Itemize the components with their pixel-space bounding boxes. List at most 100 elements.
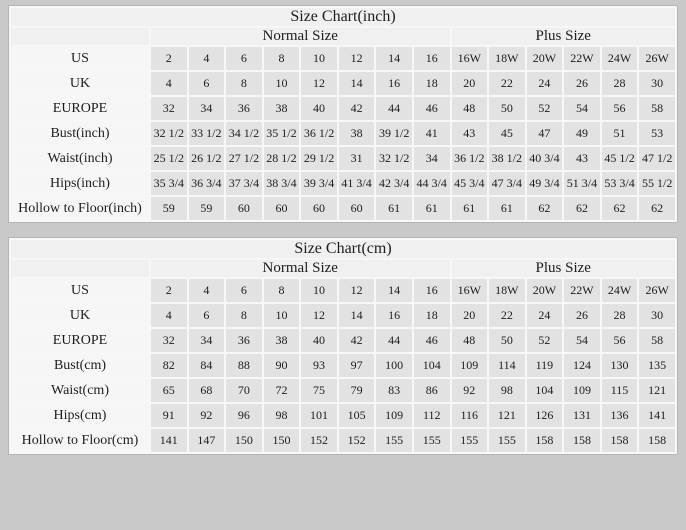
size-value-cell: 155 <box>487 427 527 454</box>
size-value-cell: 58 <box>637 327 677 354</box>
table-title: Size Chart(cm) <box>9 238 677 260</box>
table-row: Hips(cm) 91 92 96 98 101 105 109 112 116 121 126 131… <box>9 402 677 429</box>
size-value-cell: 152 <box>336 427 377 454</box>
size-value-cell: 98 <box>261 402 302 429</box>
size-value-cell: 18W <box>487 45 527 72</box>
row-label: UK <box>9 302 151 329</box>
size-value-cell: 8 <box>224 302 264 329</box>
size-value-cell: 158 <box>562 427 602 454</box>
size-value-cell: 114 <box>487 352 527 379</box>
size-value-cell: 91 <box>149 402 189 429</box>
size-value-cell: 12 <box>299 70 339 97</box>
size-value-cell: 28 <box>599 302 640 329</box>
size-value-cell: 121 <box>487 402 527 429</box>
size-value-cell: 150 <box>224 427 264 454</box>
size-value-cell: 100 <box>374 352 414 379</box>
size-value-cell: 42 <box>336 95 377 122</box>
size-value-cell: 61 <box>411 195 452 222</box>
size-value-cell: 62 <box>599 195 640 222</box>
size-value-cell: 53 <box>637 120 677 147</box>
size-value-cell: 14 <box>336 302 377 329</box>
table-row: Hips(inch) 35 3/4 36 3/4 37 3/4 38 3/4 39 3/4… <box>9 170 677 197</box>
size-value-cell: 22W <box>562 277 602 304</box>
size-value-cell: 26 <box>562 70 602 97</box>
size-value-cell: 90 <box>261 352 302 379</box>
size-value-cell: 34 1/2 <box>224 120 264 147</box>
size-value-cell: 43 <box>562 145 602 172</box>
size-value-cell: 109 <box>449 352 490 379</box>
size-value-cell: 51 3/4 <box>562 170 602 197</box>
size-value-cell: 4 <box>149 70 189 97</box>
size-value-cell: 35 1/2 <box>261 120 302 147</box>
size-value-cell: 131 <box>562 402 602 429</box>
size-value-cell: 20 <box>449 70 490 97</box>
table-row: Bust(inch) 32 1/2 33 1/2 34 1/2 35 1/2 36 1/2… <box>9 120 677 147</box>
size-value-cell: 10 <box>299 277 339 304</box>
table-row: US 2 4 6 8 10 12 14 16 16W 18W 20W 22W 24W 26W <box>9 45 677 72</box>
corner-cell <box>9 258 151 279</box>
size-value-cell: 32 1/2 <box>149 120 189 147</box>
size-value-cell: 59 <box>149 195 189 222</box>
size-value-cell: 10 <box>261 70 302 97</box>
size-chart-inch-table: Size Chart(inch) Normal Size Plus Size US 2 4… <box>8 5 678 223</box>
size-value-cell: 33 1/2 <box>186 120 227 147</box>
size-value-cell: 12 <box>336 277 377 304</box>
size-value-cell: 12 <box>336 45 377 72</box>
size-value-cell: 104 <box>411 352 452 379</box>
size-value-cell: 59 <box>186 195 227 222</box>
size-value-cell: 98 <box>487 377 527 404</box>
size-value-cell: 32 <box>149 327 189 354</box>
size-value-cell: 105 <box>336 402 377 429</box>
size-value-cell: 115 <box>599 377 640 404</box>
table-row: UK 4 6 8 10 12 14 16 18 20 22 24 26 28 30 <box>9 302 677 329</box>
table-row: Hollow to Floor(inch) 59 59 60 60 60 60 61 61 61 6… <box>9 195 677 222</box>
size-chart-cm: Size Chart(cm) Normal Size Plus Size US 2 4 6 8… <box>9 238 677 454</box>
table-row: UK 4 6 8 10 12 14 16 18 20 22 24 26 28 30 <box>9 70 677 97</box>
size-value-cell: 62 <box>562 195 602 222</box>
size-chart-cm-table: Size Chart(cm) Normal Size Plus Size US 2 4 6 8… <box>8 237 678 455</box>
size-value-cell: 116 <box>449 402 490 429</box>
row-label: Bust(cm) <box>9 352 151 379</box>
size-value-cell: 61 <box>374 195 414 222</box>
size-value-cell: 22W <box>562 45 602 72</box>
size-value-cell: 70 <box>224 377 264 404</box>
size-value-cell: 14 <box>374 277 414 304</box>
size-value-cell: 50 <box>487 95 527 122</box>
size-value-cell: 38 <box>261 327 302 354</box>
size-value-cell: 32 1/2 <box>374 145 414 172</box>
size-value-cell: 6 <box>224 45 264 72</box>
size-value-cell: 62 <box>524 195 565 222</box>
size-value-cell: 60 <box>299 195 339 222</box>
size-value-cell: 29 1/2 <box>299 145 339 172</box>
size-value-cell: 28 1/2 <box>261 145 302 172</box>
size-group-header: Plus Size <box>449 26 677 47</box>
row-label: Bust(inch) <box>9 120 151 147</box>
size-value-cell: 135 <box>637 352 677 379</box>
size-value-cell: 49 <box>562 120 602 147</box>
size-value-cell: 24W <box>599 45 640 72</box>
size-value-cell: 40 3/4 <box>524 145 565 172</box>
size-value-cell: 35 3/4 <box>149 170 189 197</box>
size-value-cell: 92 <box>186 402 227 429</box>
table-row: Waist(inch) 25 1/2 26 1/2 27 1/2 28 1/2 29 1/… <box>9 145 677 172</box>
size-value-cell: 83 <box>374 377 414 404</box>
size-value-cell: 48 <box>449 327 490 354</box>
size-value-cell: 155 <box>449 427 490 454</box>
size-group-header: Normal Size <box>149 26 452 47</box>
size-value-cell: 25 1/2 <box>149 145 189 172</box>
size-value-cell: 65 <box>149 377 189 404</box>
size-value-cell: 38 <box>336 120 377 147</box>
title-row: Size Chart(cm) <box>9 238 677 260</box>
size-value-cell: 55 1/2 <box>637 170 677 197</box>
table-row: EUROPE 32 34 36 38 40 42 44 46 48 50 52 54 56 58 <box>9 327 677 354</box>
size-value-cell: 40 <box>299 95 339 122</box>
size-value-cell: 126 <box>524 402 565 429</box>
size-value-cell: 56 <box>599 95 640 122</box>
size-value-cell: 4 <box>186 45 227 72</box>
size-value-cell: 22 <box>487 302 527 329</box>
size-value-cell: 2 <box>149 45 189 72</box>
table-row: Bust(cm) 82 84 88 90 93 97 100 104 109 114 119 124 13… <box>9 352 677 379</box>
size-value-cell: 155 <box>411 427 452 454</box>
size-value-cell: 97 <box>336 352 377 379</box>
size-value-cell: 60 <box>224 195 264 222</box>
